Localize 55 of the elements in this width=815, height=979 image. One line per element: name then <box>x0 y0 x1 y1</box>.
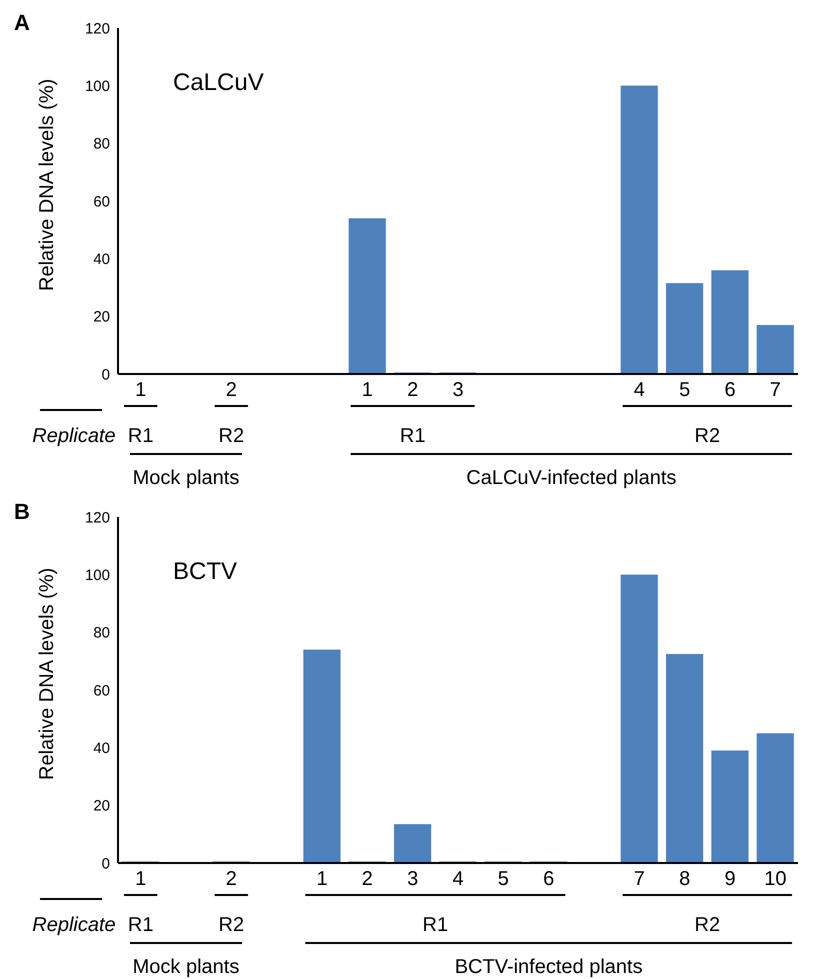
x-tick-label: 6 <box>543 868 554 890</box>
text: A <box>14 10 30 35</box>
y-tick-label: 120 <box>84 20 110 38</box>
text: Mock plants <box>132 467 240 489</box>
y-tick-label: 100 <box>84 566 110 584</box>
x-tick-label: 1 <box>135 379 146 402</box>
text: BCTV-infected plants <box>454 956 643 978</box>
x-tick-label: 1 <box>316 868 328 890</box>
y-tick-label: 40 <box>93 740 110 757</box>
text: R1 <box>400 425 426 447</box>
text: CaLCuV <box>173 69 264 96</box>
y-tick-label: 60 <box>93 193 110 210</box>
y-tick-label: 20 <box>93 798 110 815</box>
text: R2 <box>694 914 720 936</box>
x-tick-label: 7 <box>634 868 645 890</box>
text: R2 <box>218 914 244 936</box>
text: B <box>14 499 30 524</box>
text: Mock plants <box>132 956 240 978</box>
y-tick-label: 100 <box>84 78 110 95</box>
text: R1 <box>128 425 154 447</box>
y-tick-label: 80 <box>93 624 110 642</box>
y-tick-label: 120 <box>84 509 110 526</box>
x-tick-label: 1 <box>362 379 373 402</box>
x-tick-label: 7 <box>770 379 781 402</box>
x-tick-label: 2 <box>362 868 373 890</box>
y-tick-label: 20 <box>93 308 110 326</box>
text: R1 <box>422 914 448 936</box>
y-tick-label: 0 <box>102 366 110 384</box>
x-tick-label: 3 <box>452 379 464 402</box>
x-tick-label: 5 <box>679 379 690 402</box>
x-tick-label: 9 <box>724 868 736 890</box>
y-axis-title: Relative DNA levels (%) <box>36 568 58 780</box>
text: BCTV <box>173 558 238 585</box>
x-tick-label: 2 <box>226 868 237 890</box>
text: CaLCuV-infected plants <box>466 467 676 489</box>
x-tick-label: 8 <box>679 868 690 890</box>
text: Replicate <box>32 425 116 447</box>
x-tick-label: 1 <box>135 868 146 890</box>
y-tick-label: 40 <box>93 250 110 268</box>
x-tick-label: 10 <box>764 868 786 890</box>
y-tick-label: 80 <box>93 136 110 153</box>
x-tick-label: 5 <box>498 868 509 890</box>
x-tick-label: 2 <box>407 379 418 402</box>
y-axis-title: Relative DNA levels (%) <box>36 78 58 291</box>
y-tick-label: 60 <box>93 682 110 700</box>
x-tick-label: 4 <box>634 379 645 402</box>
x-tick-label: 2 <box>226 379 237 402</box>
x-tick-label: 3 <box>407 868 418 890</box>
x-tick-label: 4 <box>452 868 464 890</box>
y-tick-label: 0 <box>102 855 110 872</box>
text: R2 <box>218 425 244 447</box>
text: R2 <box>694 425 720 447</box>
x-tick-label: 6 <box>724 379 736 402</box>
text: Replicate <box>32 914 116 936</box>
text: R1 <box>128 914 154 936</box>
